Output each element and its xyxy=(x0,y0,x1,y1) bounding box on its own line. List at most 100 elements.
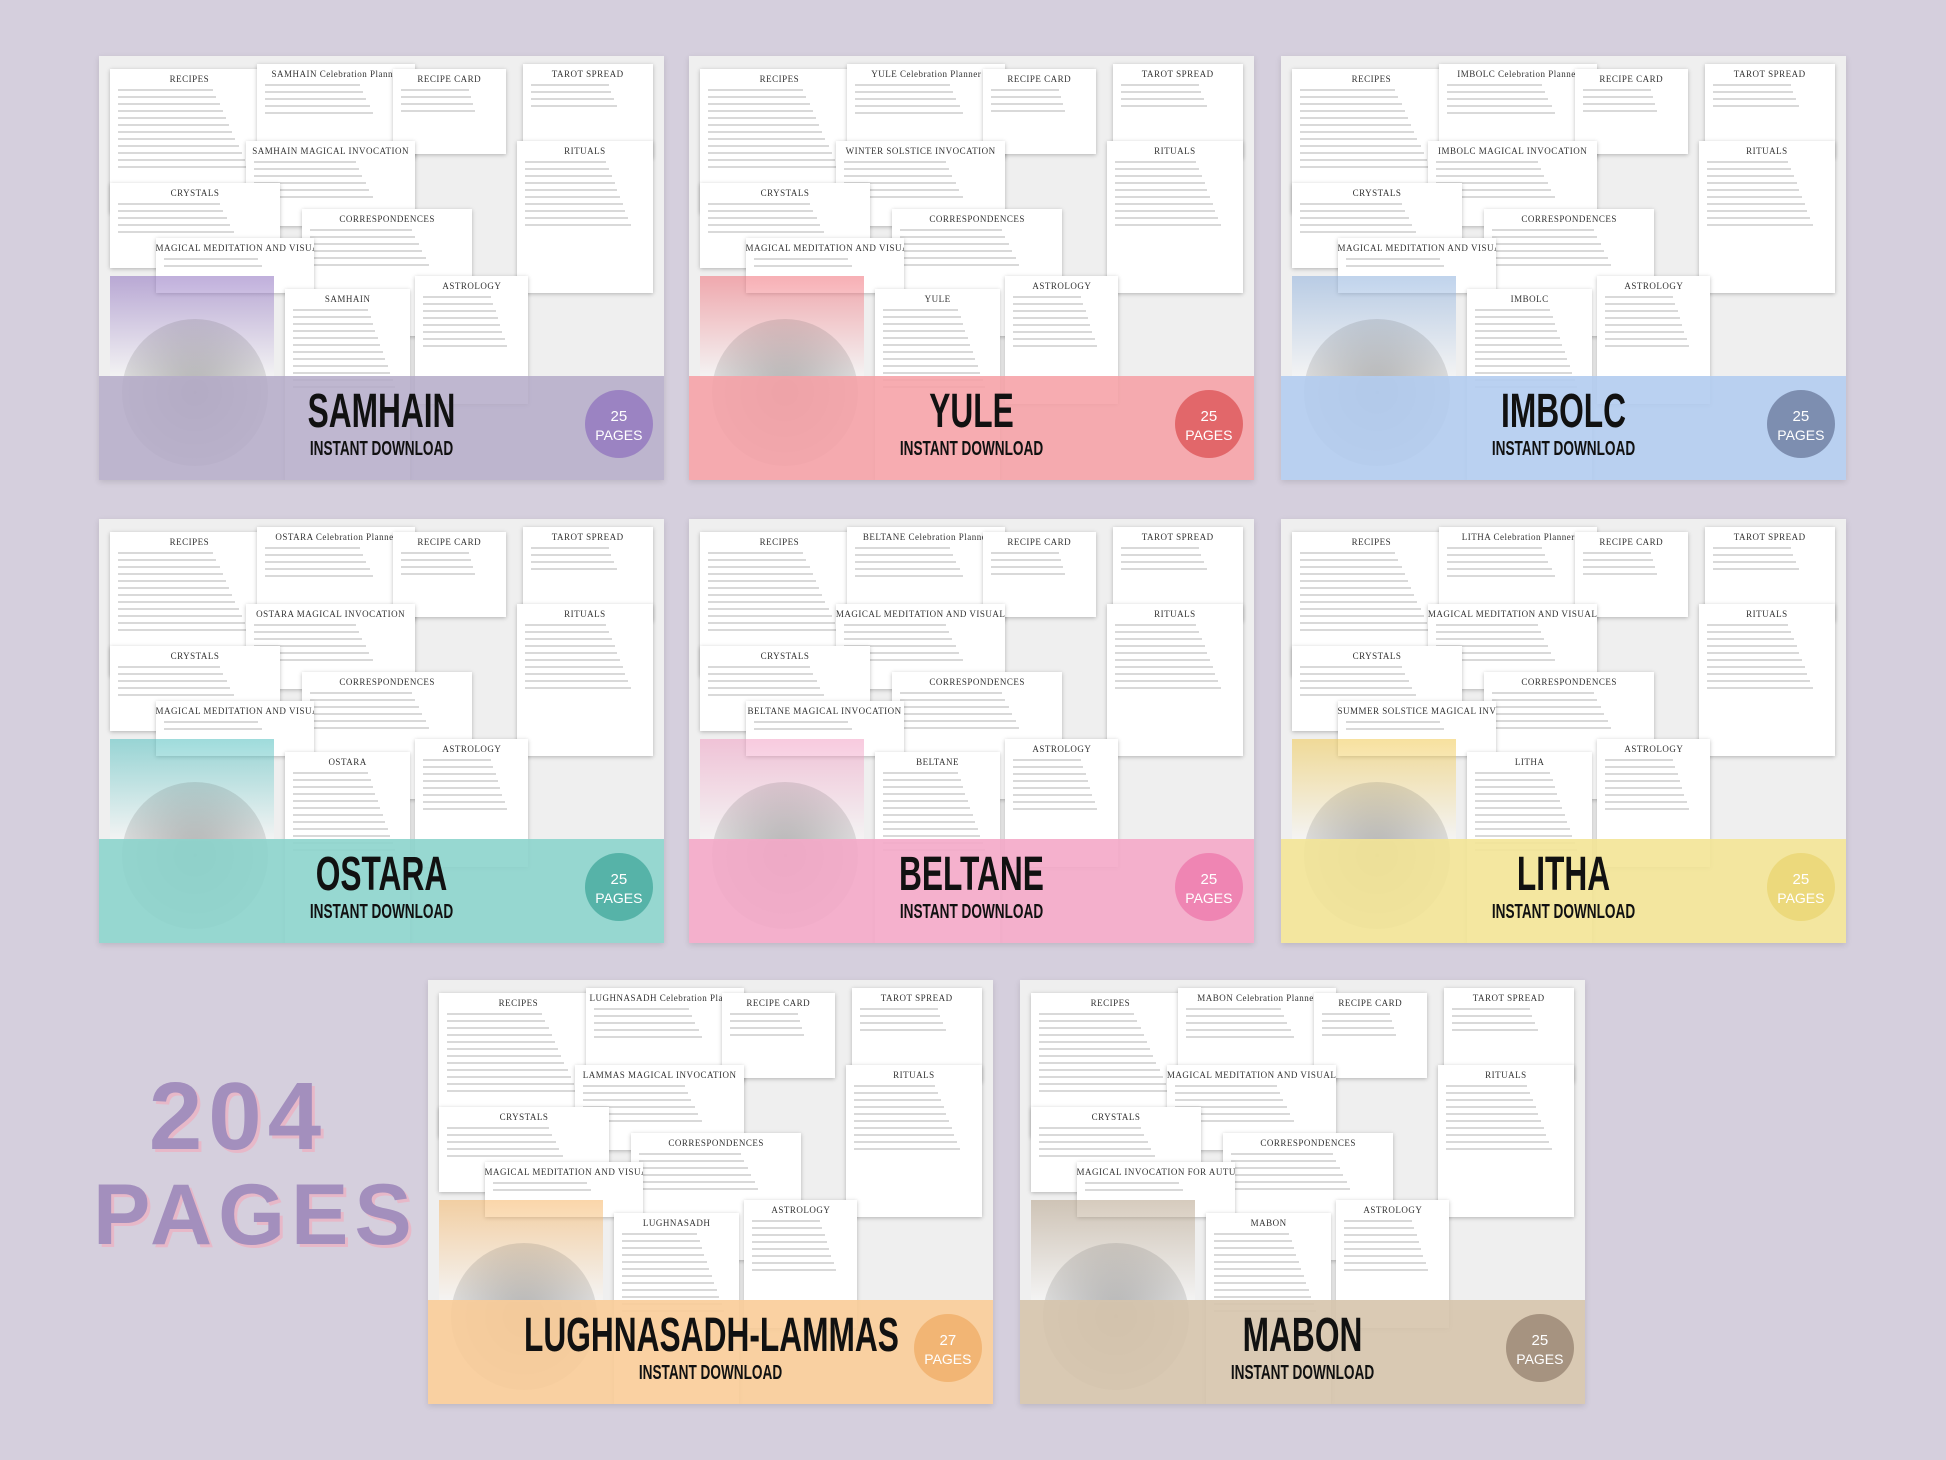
text-line xyxy=(1039,1047,1151,1050)
text-line xyxy=(1712,84,1791,87)
text-line xyxy=(1707,651,1800,654)
text-line xyxy=(1115,630,1200,633)
text-line xyxy=(1492,228,1595,231)
text-line xyxy=(1300,95,1399,98)
text-line xyxy=(622,1275,712,1278)
page-heading: ASTROLOGY xyxy=(1032,281,1092,292)
text-line xyxy=(1214,1254,1297,1257)
text-line xyxy=(1492,235,1598,238)
text-line xyxy=(118,673,224,676)
text-line xyxy=(1582,558,1653,561)
text-line xyxy=(1300,621,1427,624)
page-count-badge: 25 PAGES xyxy=(584,390,653,459)
watercolor-wash xyxy=(110,739,275,842)
page-heading: TAROT SPREAD xyxy=(1141,69,1214,80)
text-line xyxy=(293,337,378,340)
title-band: IMBOLC INSTANT DOWNLOAD 25 PAGES xyxy=(1281,376,1846,480)
text-line xyxy=(1707,195,1802,198)
text-line xyxy=(1013,317,1088,320)
text-line xyxy=(1707,174,1794,177)
text-line xyxy=(1214,1268,1302,1271)
text-line xyxy=(525,637,612,640)
page-heading: ASTROLOGY xyxy=(1624,281,1684,292)
text-line xyxy=(1345,265,1444,268)
text-line xyxy=(1174,1084,1277,1087)
text-line xyxy=(447,1141,556,1144)
page-heading: CRYSTALS xyxy=(760,188,810,199)
text-line xyxy=(900,235,1006,238)
text-line xyxy=(855,105,960,108)
text-line xyxy=(900,705,1009,708)
text-line xyxy=(293,351,383,354)
page-heading: MABON xyxy=(1250,1218,1287,1229)
text-line xyxy=(1120,98,1204,101)
text-line xyxy=(990,109,1066,112)
text-line xyxy=(525,202,623,205)
text-line xyxy=(253,644,366,647)
text-line xyxy=(1115,188,1208,191)
total-number: 204 xyxy=(148,1063,328,1170)
text-line xyxy=(530,98,614,101)
page-heading: MAGICAL MEDITATION AND VISUALIZATION xyxy=(155,243,314,254)
text-line xyxy=(423,345,507,348)
text-line xyxy=(1446,1091,1531,1094)
text-line xyxy=(1321,1033,1397,1036)
text-line xyxy=(859,1008,938,1011)
page-heading: TAROT SPREAD xyxy=(1733,69,1806,80)
text-line xyxy=(900,256,1016,259)
text-line xyxy=(1321,1019,1392,1022)
text-line xyxy=(1115,181,1205,184)
text-line xyxy=(1300,680,1409,683)
text-line xyxy=(1345,721,1441,724)
text-line xyxy=(1013,801,1095,804)
text-line xyxy=(400,95,471,98)
text-line xyxy=(265,561,367,564)
text-line xyxy=(163,258,259,261)
page-heading: LITHA Celebration Planner xyxy=(1461,532,1575,543)
text-line xyxy=(310,691,413,694)
text-line xyxy=(855,98,957,101)
text-line xyxy=(293,344,381,347)
text-line xyxy=(1582,109,1658,112)
text-line xyxy=(1300,586,1412,589)
text-line xyxy=(1475,800,1560,803)
text-line xyxy=(1115,651,1208,654)
text-line xyxy=(622,1282,715,1285)
text-line xyxy=(525,174,612,177)
text-line xyxy=(753,721,849,724)
text-line xyxy=(843,174,953,177)
text-line xyxy=(708,586,820,589)
text-line xyxy=(310,263,430,266)
text-line xyxy=(293,309,369,312)
text-line xyxy=(1186,1022,1288,1025)
text-line xyxy=(582,1098,692,1101)
text-line xyxy=(1712,568,1799,571)
page-heading: MAGICAL MEDITATION AND VISUALIZATION xyxy=(835,608,1006,619)
text-line xyxy=(400,551,469,554)
text-line xyxy=(1039,1134,1145,1137)
text-line xyxy=(708,687,821,690)
text-line xyxy=(854,1098,941,1101)
text-line xyxy=(1231,1166,1340,1169)
text-line xyxy=(163,728,262,731)
text-line xyxy=(530,91,612,94)
text-line xyxy=(525,630,610,633)
text-line xyxy=(1039,1155,1155,1158)
text-line xyxy=(843,637,953,640)
page-heading: CORRESPONDENCES xyxy=(1260,1137,1356,1148)
text-line xyxy=(118,116,226,119)
page-heading: RITUALS xyxy=(564,145,606,156)
text-line xyxy=(1605,331,1685,334)
text-line xyxy=(1115,216,1219,219)
page-count: 25 xyxy=(1792,408,1810,426)
text-line xyxy=(752,1262,834,1265)
text-line xyxy=(1707,630,1792,633)
mockup-page: RECIPE CARD xyxy=(721,992,835,1078)
text-line xyxy=(708,116,816,119)
page-heading: RECIPES xyxy=(169,536,210,547)
text-line xyxy=(1115,195,1210,198)
text-line xyxy=(118,586,230,589)
text-line xyxy=(118,694,234,697)
mockup-page: RITUALS xyxy=(846,1064,982,1218)
text-line xyxy=(1712,105,1799,108)
